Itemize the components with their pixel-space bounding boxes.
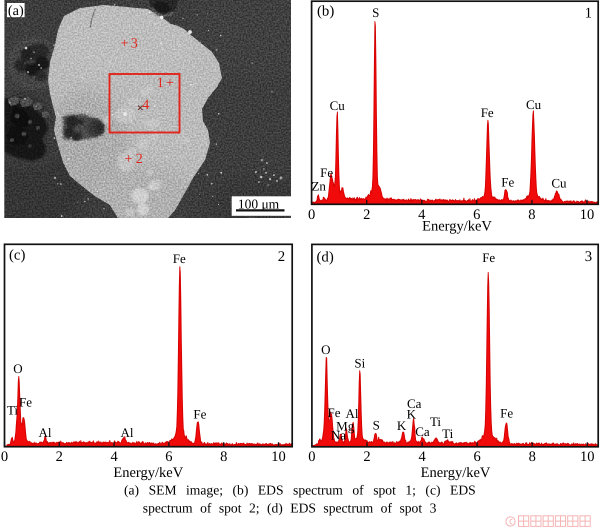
- svg-text:Zn: Zn: [311, 179, 326, 194]
- svg-text:Fe: Fe: [482, 250, 495, 265]
- svg-text:8: 8: [529, 449, 536, 465]
- svg-text:Fe: Fe: [19, 394, 32, 409]
- svg-text:Al: Al: [121, 425, 134, 440]
- svg-text:O: O: [321, 342, 330, 357]
- svg-text:(b): (b): [317, 3, 334, 19]
- svg-text:6: 6: [473, 207, 480, 223]
- svg-text:Fe: Fe: [193, 407, 206, 422]
- svg-text:K: K: [407, 406, 417, 421]
- svg-text:S: S: [373, 418, 380, 433]
- svg-text:+: +: [121, 36, 129, 51]
- svg-text:Al: Al: [39, 425, 52, 440]
- svg-text:3: 3: [585, 249, 592, 265]
- svg-text:Fe: Fe: [500, 406, 513, 421]
- svg-text:Cu: Cu: [551, 176, 567, 191]
- svg-text:Ti: Ti: [7, 403, 18, 418]
- svg-text:2: 2: [278, 249, 285, 265]
- svg-text:4: 4: [142, 98, 149, 113]
- svg-text:0: 0: [1, 449, 8, 465]
- svg-text:2: 2: [136, 152, 143, 167]
- svg-text:6: 6: [165, 449, 172, 465]
- svg-text:100 μm: 100 μm: [238, 196, 280, 211]
- svg-text:Cu: Cu: [526, 97, 542, 112]
- svg-text:2: 2: [363, 207, 370, 223]
- svg-text:(d): (d): [317, 250, 334, 266]
- svg-text:Mg: Mg: [336, 419, 355, 434]
- svg-text:K: K: [397, 418, 407, 433]
- svg-text:(a) SEM image; (b) EDS spectru: (a) SEM image; (b) EDS spectrum of spot …: [124, 483, 476, 498]
- svg-text:8: 8: [528, 207, 535, 223]
- svg-text:Al: Al: [346, 406, 359, 421]
- svg-text:+: +: [166, 76, 174, 91]
- svg-text:Ca: Ca: [407, 396, 422, 411]
- svg-text:8: 8: [220, 449, 227, 465]
- svg-text:O: O: [13, 361, 22, 376]
- svg-text:Energy/keV: Energy/keV: [422, 218, 492, 234]
- svg-text:Ti: Ti: [442, 426, 453, 441]
- svg-text:Ca: Ca: [415, 424, 430, 439]
- svg-text:0: 0: [308, 207, 315, 223]
- svg-text:spectrum of spot 2; (d) EDS sp: spectrum of spot 2; (d) EDS spectrum of …: [143, 500, 437, 515]
- svg-text:Energy/keV: Energy/keV: [421, 465, 491, 481]
- svg-text:10: 10: [580, 449, 595, 465]
- svg-text:Energy/keV: Energy/keV: [113, 465, 183, 481]
- svg-text:4: 4: [418, 207, 426, 223]
- svg-text:Fe: Fe: [501, 175, 514, 190]
- svg-text:4: 4: [110, 449, 118, 465]
- svg-text:(c): (c): [9, 247, 25, 263]
- svg-text:S: S: [372, 5, 379, 20]
- svg-text:2: 2: [56, 449, 63, 465]
- svg-text:1: 1: [585, 5, 592, 21]
- svg-text:6: 6: [473, 449, 480, 465]
- svg-text:Ti: Ti: [430, 414, 441, 429]
- svg-text:Fe: Fe: [328, 405, 341, 420]
- svg-text:10: 10: [580, 207, 595, 223]
- svg-text:Fe: Fe: [173, 251, 186, 266]
- svg-text:4: 4: [418, 449, 426, 465]
- svg-text:Si: Si: [354, 355, 365, 370]
- svg-text:+: +: [125, 152, 133, 167]
- svg-text:1: 1: [157, 76, 164, 91]
- svg-text:Fe: Fe: [481, 105, 494, 120]
- svg-text:0: 0: [308, 449, 315, 465]
- svg-text:2: 2: [363, 449, 370, 465]
- svg-text:3: 3: [131, 37, 138, 52]
- svg-text:10: 10: [271, 449, 286, 465]
- svg-text:Na: Na: [331, 428, 346, 443]
- svg-text:Cu: Cu: [330, 98, 346, 113]
- svg-text:Fe: Fe: [320, 165, 333, 180]
- svg-text:(a): (a): [8, 3, 24, 19]
